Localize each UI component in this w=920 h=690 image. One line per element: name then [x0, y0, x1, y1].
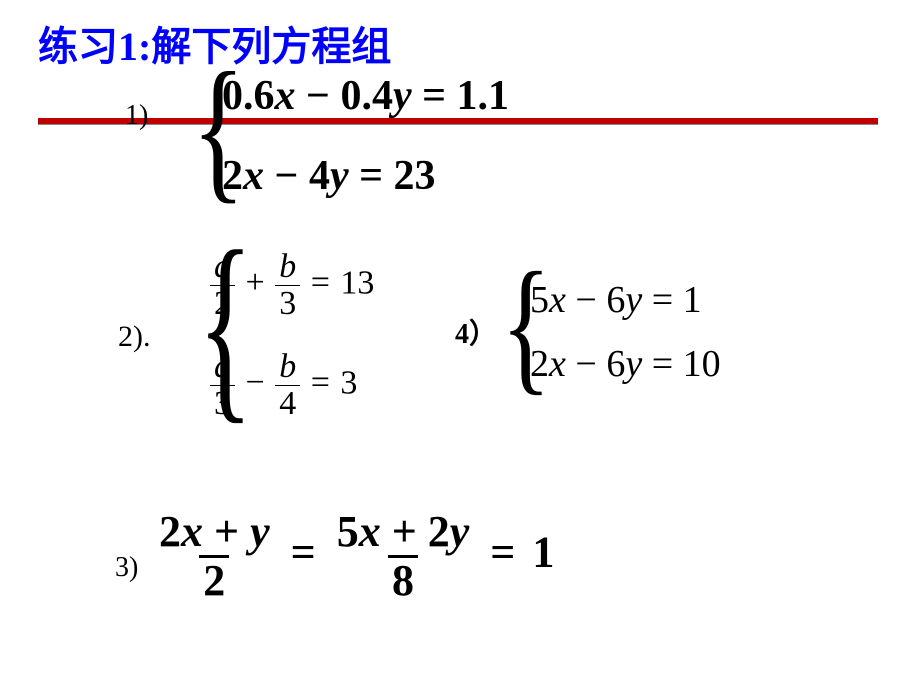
problem-1-eq2: 2x − 4y = 23 — [222, 152, 436, 200]
problem-4-eq2: 2x − 6y = 10 — [530, 342, 721, 386]
problem-4-eq1: 5x − 6y = 1 — [530, 278, 702, 322]
problem-4-label: 4） — [455, 312, 497, 352]
problem-3-eq: 2x + y 2 = 5x + 2y 8 = 1 — [155, 510, 554, 603]
problem-2-eq2: a3 − b4 = 3 — [210, 350, 357, 421]
problem-2-eq1: a2 + b3 = 13 — [210, 250, 374, 321]
problem-1-label: 1) — [125, 100, 148, 132]
problem-1-eq1: 0.6x − 0.4y = 1.1 — [222, 72, 509, 120]
problem-3-label: 3) — [115, 552, 138, 584]
problem-2-label: 2). — [118, 320, 151, 354]
